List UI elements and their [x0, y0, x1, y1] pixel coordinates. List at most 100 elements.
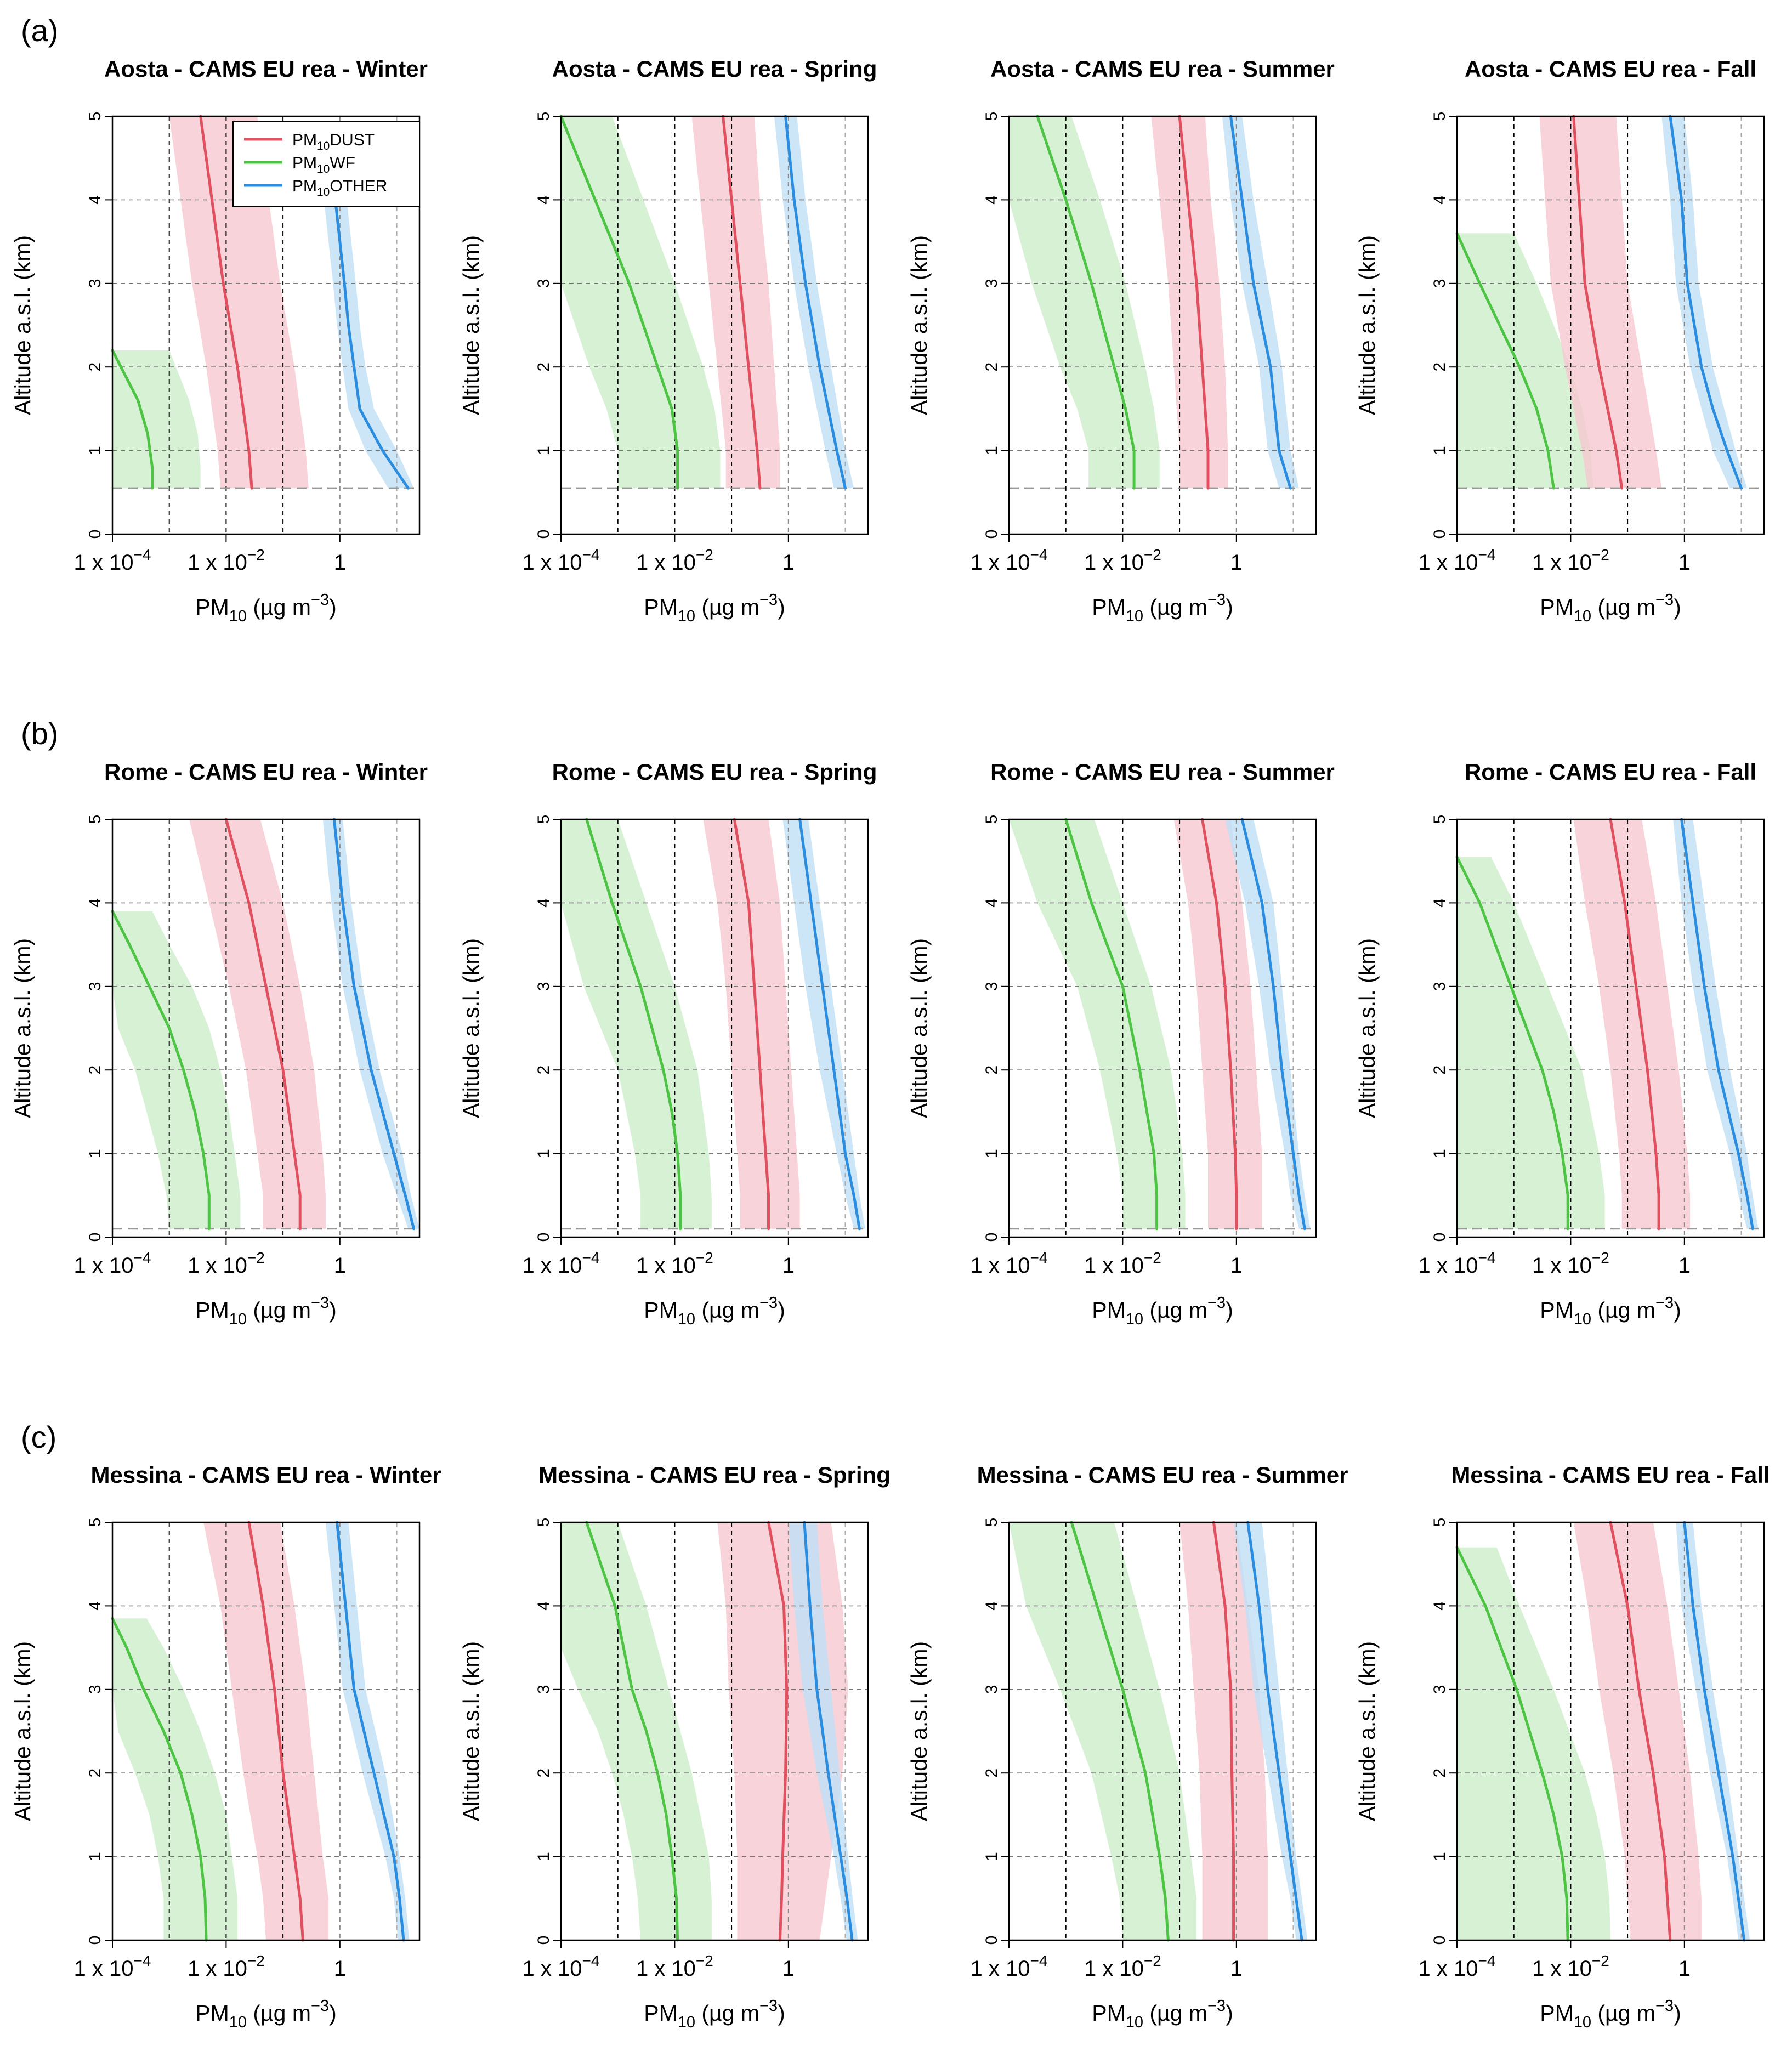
y-tick-label: 2	[983, 1065, 1001, 1075]
wf-median-line	[1455, 855, 1569, 1231]
chart-title: Rome - CAMS EU rea - Spring	[552, 759, 877, 785]
chart-panel: Messina - CAMS EU rea - Winter 0 1 2 3 4 5 Alti…	[10, 1462, 441, 2031]
chart-title: Aosta - CAMS EU rea - Fall	[1465, 56, 1756, 82]
y-tick-label: 5	[1431, 815, 1449, 824]
y-tick-label: 3	[86, 1685, 104, 1694]
x-tick-label: 1 x 10−4	[971, 546, 1048, 575]
x-axis-label: PM10 (µg m−3)	[1092, 1997, 1233, 2031]
x-axis-label: PM10 (µg m−3)	[644, 1294, 785, 1328]
wf-spread-band	[1009, 1522, 1197, 1940]
y-tick-label: 4	[86, 195, 104, 205]
x-axis-label: PM10 (µg m−3)	[1092, 1294, 1233, 1328]
y-tick-label: 4	[535, 1601, 553, 1611]
y-tick-label: 1	[1431, 1149, 1449, 1158]
y-tick-label: 0	[983, 1936, 1001, 1945]
y-tick-label: 3	[1431, 982, 1449, 991]
chart-panel: Messina - CAMS EU rea - Summer 0 1 2 3 4 5 Alti…	[906, 1462, 1348, 2031]
x-tick-label: 1 x 10−4	[971, 1952, 1048, 1981]
y-tick-label: 0	[1431, 1936, 1449, 1945]
x-tick-label: 1	[334, 1254, 346, 1278]
y-axis-label: Altitude a.s.l. (km)	[10, 938, 35, 1118]
x-tick-label: 1 x 10−2	[636, 1249, 713, 1278]
x-axis-label: PM10 (µg m−3)	[1092, 591, 1233, 625]
y-tick-label: 0	[1431, 1233, 1449, 1242]
y-tick-label: 4	[86, 898, 104, 908]
chart-title: Aosta - CAMS EU rea - Winter	[104, 56, 428, 82]
other-median-line	[1229, 115, 1292, 490]
other-spread-band	[1676, 1522, 1750, 1940]
y-axis-label: Altitude a.s.l. (km)	[906, 1641, 932, 1821]
chart-panel: Messina - CAMS EU rea - Spring 0 1 2 3 4 5 Alti…	[458, 1462, 891, 2031]
panel-row-label: (c)	[21, 1420, 56, 1454]
x-tick-label: 1	[334, 551, 346, 575]
y-tick-label: 1	[535, 446, 553, 455]
y-tick-label: 3	[86, 982, 104, 991]
y-axis-label: Altitude a.s.l. (km)	[10, 1641, 35, 1821]
chart-title: Rome - CAMS EU rea - Fall	[1465, 759, 1756, 785]
y-tick-label: 3	[1431, 279, 1449, 288]
dust-spread-band	[703, 819, 800, 1229]
plot-frame	[1456, 115, 1765, 535]
y-tick-label: 1	[86, 1852, 104, 1861]
y-axis-label: Altitude a.s.l. (km)	[458, 938, 484, 1118]
dust-spread-band	[1151, 116, 1228, 489]
chart-panel: Rome - CAMS EU rea - Winter 0 1 2 3 4 5 Altitud…	[10, 759, 428, 1328]
legend-label-dust: PM10DUST	[292, 131, 375, 152]
other-spread-band	[324, 200, 414, 489]
x-tick-label: 1 x 10−4	[1419, 1249, 1496, 1278]
other-median-line	[1669, 115, 1743, 490]
wf-median-line	[111, 910, 211, 1231]
y-axis-label: Altitude a.s.l. (km)	[458, 235, 484, 415]
dust-spread-band	[1173, 819, 1262, 1229]
x-axis-label: PM10 (µg m−3)	[195, 591, 337, 625]
x-tick-label: 1 x 10−4	[971, 1249, 1048, 1278]
x-tick-label: 1 x 10−2	[188, 546, 265, 575]
y-tick-label: 1	[535, 1149, 553, 1158]
plot-frame	[560, 818, 869, 1238]
x-tick-label: 1	[1678, 1254, 1691, 1278]
x-tick-label: 1 x 10−4	[74, 1952, 151, 1981]
dust-median-line	[1609, 1521, 1672, 1942]
dust-spread-band	[1539, 116, 1662, 489]
other-median-line	[332, 818, 416, 1231]
wf-spread-band	[1009, 819, 1186, 1229]
plot-frame	[111, 115, 421, 535]
y-tick-label: 3	[983, 1685, 1001, 1694]
y-tick-label: 4	[1431, 1601, 1449, 1611]
x-tick-label: 1	[1230, 551, 1243, 575]
y-tick-label: 5	[86, 815, 104, 824]
y-tick-label: 0	[983, 530, 1001, 539]
x-tick-label: 1 x 10−2	[636, 546, 713, 575]
y-tick-label: 1	[86, 446, 104, 455]
y-tick-label: 2	[983, 1769, 1001, 1778]
x-axis-label: PM10 (µg m−3)	[644, 1997, 785, 2031]
other-median-line	[1680, 818, 1754, 1231]
legend-label-other: PM10OTHER	[292, 177, 387, 199]
dust-median-line	[1572, 115, 1624, 490]
wf-median-line	[1064, 818, 1159, 1231]
y-tick-label: 4	[86, 1601, 104, 1611]
chart-panel: Rome - CAMS EU rea - Fall 0 1 2 3 4 5 Altitude …	[1354, 759, 1765, 1328]
x-tick-label: 1 x 10−2	[636, 1952, 713, 1981]
wf-spread-band	[1009, 116, 1160, 489]
dust-spread-band	[691, 116, 780, 489]
plot-frame	[560, 115, 869, 535]
x-tick-label: 1 x 10−4	[1419, 546, 1496, 575]
plot-frame	[1008, 1521, 1317, 1941]
wf-median-line	[1070, 1521, 1170, 1942]
dust-median-line	[1201, 818, 1238, 1231]
y-tick-label: 0	[983, 1233, 1001, 1242]
y-tick-label: 0	[86, 1233, 104, 1242]
dust-median-line	[767, 1521, 789, 1942]
y-tick-label: 1	[535, 1852, 553, 1861]
y-tick-label: 2	[1431, 1769, 1449, 1778]
other-median-line	[784, 115, 847, 490]
y-tick-label: 0	[535, 1936, 553, 1945]
y-tick-label: 5	[535, 1518, 553, 1527]
other-median-line	[334, 198, 410, 490]
x-tick-label: 1 x 10−2	[188, 1249, 265, 1278]
x-tick-label: 1 x 10−4	[523, 1249, 600, 1278]
y-tick-label: 2	[86, 1065, 104, 1075]
x-tick-label: 1	[1678, 551, 1691, 575]
y-tick-label: 4	[535, 195, 553, 205]
